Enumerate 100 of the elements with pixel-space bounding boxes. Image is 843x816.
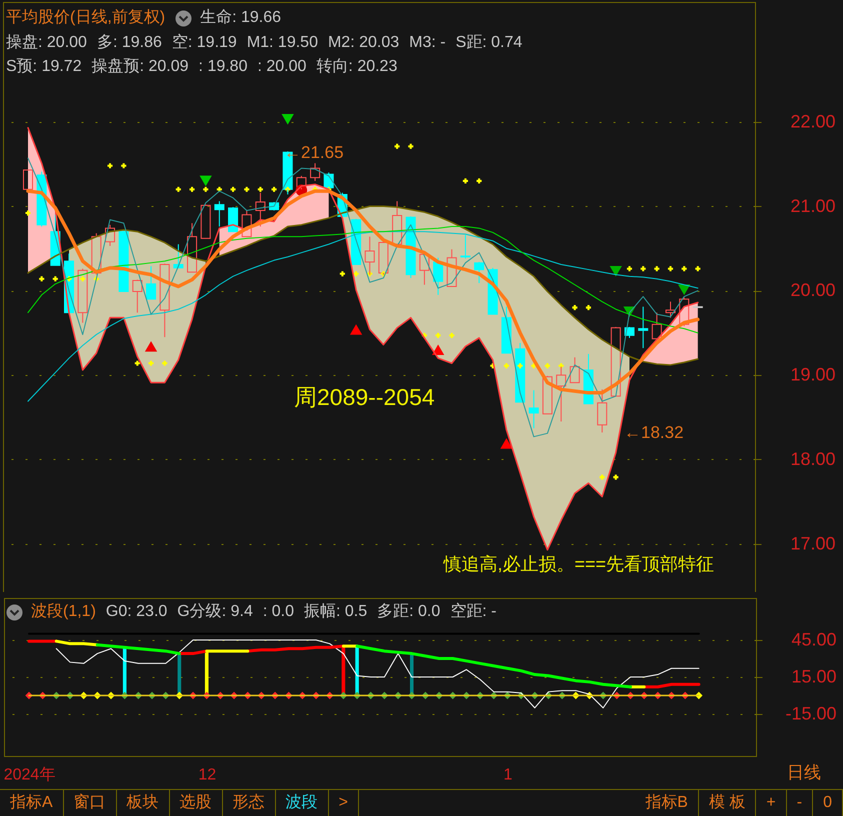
annotation: M1: 19.50 — [246, 33, 318, 53]
text: 日线 — [787, 763, 821, 783]
point — [134, 360, 140, 366]
y-tick-label: -15.00 — [785, 704, 836, 724]
line-series — [27, 206, 699, 366]
candlestick — [132, 279, 142, 314]
point — [610, 266, 622, 277]
candlestick — [638, 306, 648, 349]
point — [462, 178, 468, 184]
annotation: 慎追高,必止损。===先看顶部特征 — [442, 554, 714, 574]
point — [203, 186, 208, 192]
point — [244, 186, 250, 192]
y-tick-label: 22.00 — [790, 111, 836, 132]
y-tick-label: 20.00 — [790, 280, 836, 300]
annotation: ←21.65 — [284, 143, 344, 162]
candlestick — [474, 261, 484, 284]
y-tick-label: 18.00 — [790, 448, 836, 469]
candlestick — [528, 390, 539, 429]
point — [449, 332, 454, 338]
annotation: 操盘预: 20.09 — [92, 57, 189, 77]
point — [394, 144, 400, 149]
point — [200, 176, 212, 186]
point — [408, 144, 414, 149]
point — [586, 305, 592, 310]
point — [282, 114, 294, 125]
candlestick — [214, 200, 224, 228]
point — [695, 266, 700, 272]
y-tick-label: 21.00 — [790, 196, 836, 216]
candlestick — [255, 192, 266, 228]
point — [148, 360, 154, 366]
annotation: ←18.32 — [624, 423, 684, 442]
point — [678, 284, 690, 296]
point — [162, 360, 168, 366]
y-tick-label: 19.00 — [790, 364, 836, 385]
point — [668, 266, 674, 272]
point — [258, 186, 263, 192]
text: 波段 — [276, 790, 329, 816]
candlestick — [364, 236, 375, 276]
line-series — [56, 639, 700, 708]
point — [640, 266, 646, 272]
annotation: 振幅: 0.5 — [304, 602, 368, 622]
annotation: S距: 0.74 — [456, 33, 522, 53]
annotation: : 0.0 — [262, 602, 294, 622]
text: - — [786, 790, 814, 816]
text: > — [328, 790, 360, 816]
point — [39, 276, 44, 282]
point — [189, 186, 195, 192]
point — [350, 324, 362, 335]
annotation: M2: 20.03 — [328, 33, 400, 53]
annotation: 周2089--2054 — [294, 384, 435, 410]
point — [572, 305, 578, 310]
annotation: 空: 19.19 — [172, 33, 237, 53]
point — [500, 438, 513, 449]
point — [613, 474, 618, 480]
annotation: G分级: 9.4 — [177, 602, 253, 622]
point — [354, 271, 359, 276]
x-tick-label: 12 — [198, 766, 216, 784]
y-tick-label: 15.00 — [791, 666, 836, 686]
point — [52, 276, 58, 282]
annotation: : 19.80 — [198, 57, 248, 77]
point — [626, 266, 632, 272]
annotation: 转向: 20.23 — [316, 57, 398, 77]
text: 形态 — [222, 790, 276, 816]
annotation: : 20.00 — [257, 57, 306, 77]
text: 指标A — [0, 790, 64, 816]
point — [682, 266, 687, 272]
annotation: 生命: 19.66 — [200, 8, 282, 28]
point — [107, 163, 113, 168]
point — [272, 186, 277, 192]
point — [476, 178, 482, 184]
point — [558, 363, 564, 368]
point — [230, 186, 236, 192]
x-tick-label: 2024年 — [4, 766, 56, 784]
candlestick — [160, 263, 170, 338]
candlestick — [597, 388, 608, 433]
text: 模 板 — [698, 790, 756, 816]
annotation: G0: 23.0 — [106, 602, 168, 622]
text: 指标B — [635, 790, 699, 816]
annotation: 多: 19.86 — [96, 33, 162, 53]
x-tick-label: 1 — [503, 766, 512, 784]
chart-title: 平均股价(日线,前复权) — [6, 8, 166, 28]
line-series — [28, 158, 698, 438]
point — [654, 266, 660, 272]
point — [176, 186, 181, 192]
candlestick — [310, 162, 320, 182]
annotation: 空距: - — [450, 602, 496, 622]
y-tick-label: 45.00 — [791, 629, 836, 650]
point — [600, 474, 605, 480]
text: 选股 — [170, 790, 223, 816]
y-tick-label: 17.00 — [790, 533, 836, 554]
candlestick — [78, 268, 88, 324]
point — [340, 271, 345, 276]
annotation: 操盘: 20.00 — [6, 33, 87, 53]
text: + — [756, 790, 787, 816]
chart-title: 波段(1,1) — [31, 602, 96, 622]
point — [121, 163, 126, 168]
text: 0 — [813, 790, 843, 816]
point — [144, 341, 158, 352]
point — [504, 363, 509, 368]
point — [518, 363, 523, 368]
